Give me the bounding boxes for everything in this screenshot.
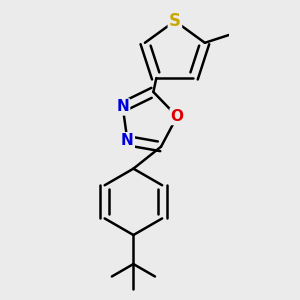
- Text: O: O: [171, 109, 184, 124]
- Text: N: N: [121, 133, 134, 148]
- Text: N: N: [116, 99, 129, 114]
- Text: S: S: [169, 12, 181, 30]
